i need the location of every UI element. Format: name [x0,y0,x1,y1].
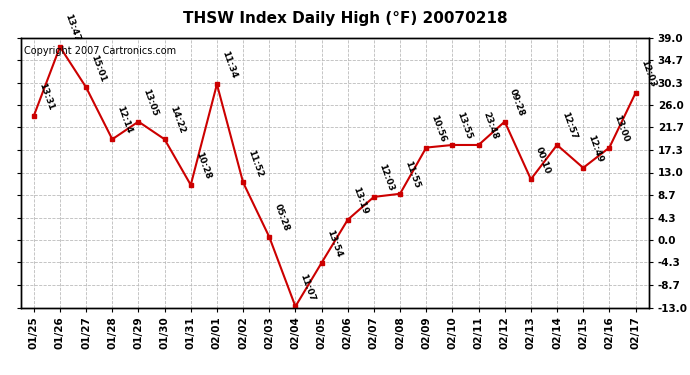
Text: Copyright 2007 Cartronics.com: Copyright 2007 Cartronics.com [24,46,176,56]
Text: 09:28: 09:28 [508,87,526,117]
Text: 00:10: 00:10 [534,146,552,175]
Text: 13:00: 13:00 [613,114,631,143]
Text: THSW Index Daily High (°F) 20070218: THSW Index Daily High (°F) 20070218 [183,11,507,26]
Text: 11:34: 11:34 [220,50,238,80]
Text: 11:55: 11:55 [403,160,422,190]
Text: 10:56: 10:56 [429,114,448,143]
Text: 11:07: 11:07 [299,272,317,302]
Text: 13:55: 13:55 [455,111,474,141]
Text: 13:54: 13:54 [325,229,343,259]
Text: 15:01: 15:01 [89,53,108,83]
Text: 12:57: 12:57 [560,111,578,141]
Text: 10:28: 10:28 [194,151,212,181]
Text: 13:05: 13:05 [141,88,160,117]
Text: 11:52: 11:52 [246,148,264,178]
Text: 13:47: 13:47 [63,12,81,43]
Text: 12:14: 12:14 [115,105,134,135]
Text: 12:49: 12:49 [586,134,604,164]
Text: 23:48: 23:48 [482,111,500,141]
Text: 13:19: 13:19 [351,186,369,216]
Text: 05:28: 05:28 [273,203,290,233]
Text: 14:22: 14:22 [168,105,186,135]
Text: 13:31: 13:31 [37,82,55,112]
Text: 12:03: 12:03 [377,163,395,193]
Text: 12:03: 12:03 [639,59,657,89]
